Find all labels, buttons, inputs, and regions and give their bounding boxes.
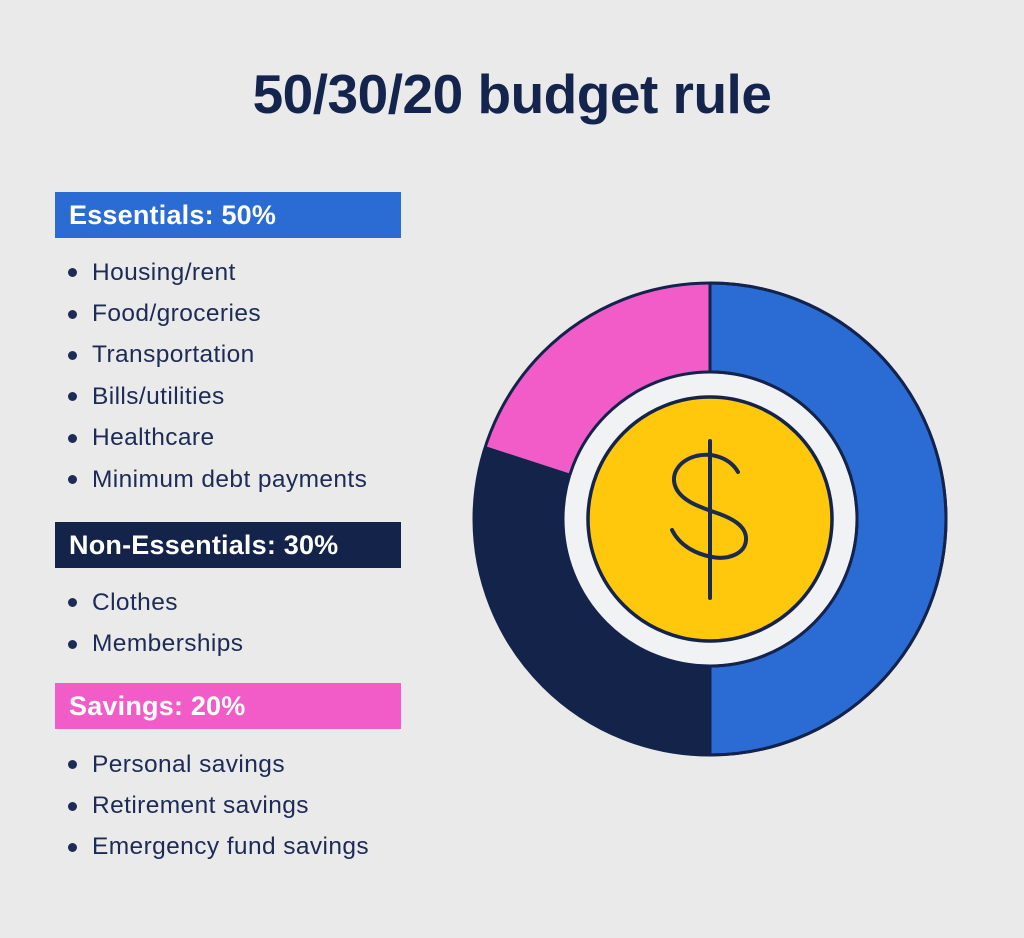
list-item-label: Personal savings (92, 750, 285, 778)
bullet-dot-icon (68, 598, 77, 608)
list-item-label: Food/groceries (92, 300, 262, 328)
list-item: Food/groceries (55, 293, 435, 334)
bullet-dot-icon (68, 350, 77, 360)
bullet-dot-icon (68, 475, 77, 485)
donut-segment-savings (485, 283, 710, 474)
budget-donut-chart (470, 279, 950, 759)
list-item-label: Minimum debt payments (92, 465, 368, 493)
list-item: Memberships (55, 623, 435, 664)
bullet-dot-icon (68, 392, 77, 402)
list-item: Retirement savings (55, 785, 435, 826)
bullet-dot-icon (68, 639, 77, 649)
list-item-label: Healthcare (92, 424, 215, 452)
dollar-sign-icon (670, 439, 748, 600)
bullet-dot-icon (68, 433, 77, 443)
bullet-dot-icon (68, 309, 77, 319)
donut-inner-outline (561, 370, 859, 668)
section-header-non-essentials: Non-Essentials: 30% (55, 522, 401, 568)
list-item-label: Retirement savings (92, 792, 309, 820)
list-item-label: Clothes (92, 588, 178, 616)
bullet-dot-icon (68, 801, 77, 811)
section-header-essentials-label: Essentials: 50% (69, 199, 277, 230)
list-item: Housing/rent (55, 252, 435, 293)
section-header-savings: Savings: 20% (55, 683, 401, 729)
essentials-list: Housing/rent Food/groceries Transportati… (55, 252, 435, 500)
donut-outer-outline (472, 281, 948, 757)
list-item-label: Emergency fund savings (92, 833, 370, 861)
section-header-savings-label: Savings: 20% (69, 690, 246, 721)
list-item-label: Memberships (92, 630, 244, 658)
bullet-dot-icon (68, 268, 77, 278)
list-item: Personal savings (55, 744, 435, 785)
savings-list: Personal savings Retirement savings Emer… (55, 744, 435, 868)
list-item-label: Transportation (92, 341, 255, 369)
donut-chart-svg (472, 281, 948, 757)
page-title: 50/30/20 budget rule (252, 63, 772, 125)
donut-segment-non-essentials (473, 446, 710, 755)
list-item: Clothes (55, 582, 435, 623)
list-item: Healthcare (55, 418, 435, 459)
list-item-label: Housing/rent (92, 258, 236, 286)
section-header-essentials: Essentials: 50% (55, 192, 401, 238)
non-essentials-list: Clothes Memberships (55, 582, 435, 665)
bullet-dot-icon (68, 760, 77, 770)
bullet-dot-icon (68, 842, 77, 852)
list-item: Transportation (55, 335, 435, 376)
list-item: Minimum debt payments (55, 459, 435, 500)
list-item: Bills/utilities (55, 376, 435, 417)
list-item-label: Bills/utilities (92, 382, 225, 410)
list-item: Emergency fund savings (55, 827, 435, 868)
section-header-non-essentials-label: Non-Essentials: 30% (69, 529, 339, 560)
